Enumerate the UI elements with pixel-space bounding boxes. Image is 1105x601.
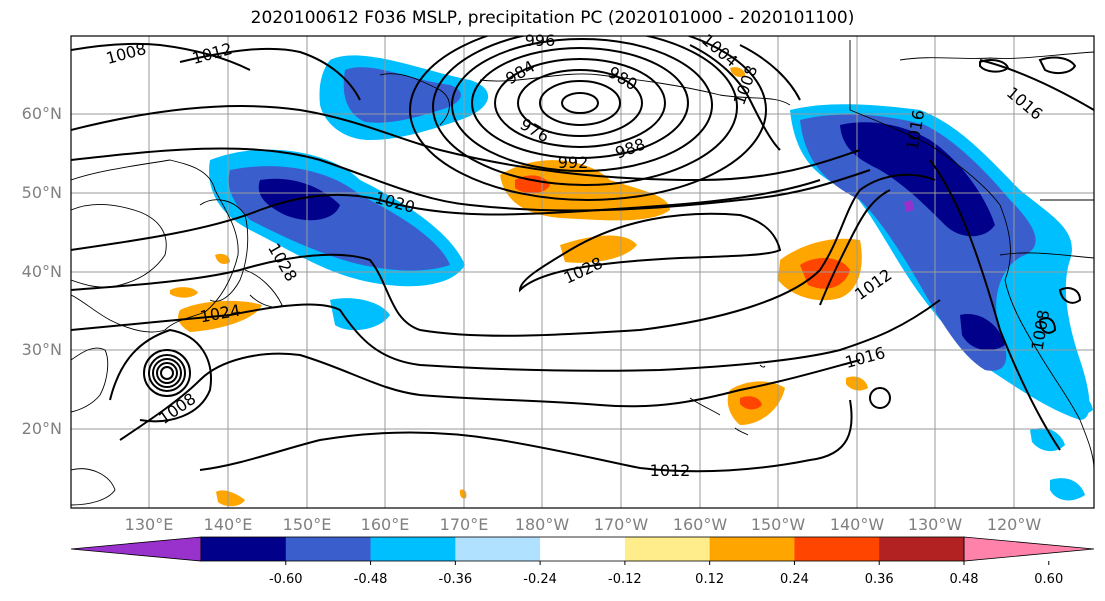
- longitude-label: 130°W: [907, 515, 963, 534]
- latitude-label: 60°N: [21, 104, 62, 123]
- isobar-label: 1016: [1003, 83, 1046, 124]
- colorbar-segment: [455, 537, 541, 561]
- isobar-label: 996: [525, 31, 556, 50]
- latitude-label: 20°N: [21, 419, 62, 438]
- isobar-label: 992: [558, 153, 589, 172]
- coastlines: [71, 40, 1094, 506]
- longitude-label: 170°E: [439, 515, 489, 534]
- colorbar-segment: [794, 537, 880, 561]
- colorbar-tick-label: 0.48: [949, 572, 979, 587]
- colorbar-extend-low: [70, 536, 202, 562]
- map-title: 2020100612 F036 MSLP, precipitation PC (…: [250, 8, 855, 28]
- colorbar-extend-high: [963, 536, 1095, 562]
- longitude-label: 120°W: [986, 515, 1042, 534]
- colorbar: [70, 536, 1095, 565]
- colorbar-segment: [709, 537, 795, 561]
- colorbar-tick-label: -0.36: [438, 572, 473, 587]
- latitude-label: 30°N: [21, 340, 62, 359]
- longitude-label: 180°W: [514, 515, 570, 534]
- longitude-label: 170°W: [593, 515, 649, 534]
- isobar-label: 1012: [650, 461, 691, 480]
- longitude-label: 160°W: [672, 515, 728, 534]
- latitude-label: 40°N: [21, 262, 62, 281]
- colorbar-tick-label: 0.12: [695, 572, 725, 587]
- colorbar-tick-label: 0.24: [779, 572, 809, 587]
- map-frame: [70, 35, 1095, 509]
- longitude-label: 140°E: [203, 515, 253, 534]
- longitude-label: 150°W: [750, 515, 806, 534]
- colorbar-tick-label: -0.24: [523, 572, 557, 587]
- colorbar-tick-label: -0.60: [268, 572, 303, 587]
- isobar-label: 1008: [104, 39, 148, 68]
- colorbar-segment: [540, 537, 626, 561]
- precip-negative-fields: [209, 55, 1093, 501]
- colorbar-segment: [370, 537, 456, 561]
- longitude-label: 140°W: [829, 515, 885, 534]
- latitude-label: 50°N: [21, 183, 62, 202]
- colorbar-tick-label: 0.36: [864, 572, 894, 587]
- colorbar-segment: [879, 537, 965, 561]
- colorbar-tick-label: 0.60: [1034, 572, 1064, 587]
- longitude-label: 150°E: [282, 515, 332, 534]
- isobar-label: 988: [613, 134, 648, 162]
- colorbar-tick-label: -0.48: [353, 572, 388, 587]
- colorbar-segment: [201, 537, 287, 561]
- colorbar-segment: [285, 537, 372, 561]
- longitude-label: 130°E: [124, 515, 174, 534]
- colorbar-tick-label: -0.12: [608, 572, 642, 587]
- isobar-label: 976: [517, 115, 553, 147]
- longitude-label: 160°E: [360, 515, 410, 534]
- colorbar-segment: [624, 537, 711, 561]
- isobars: [71, 36, 1094, 473]
